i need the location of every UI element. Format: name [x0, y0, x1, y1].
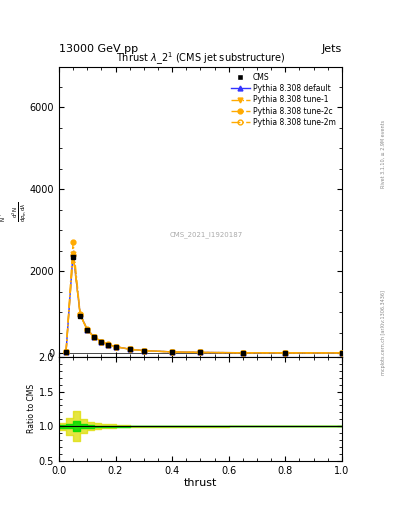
Pythia 8.308 default — [106, 342, 111, 348]
Pythia 8.308 tune-2m — [170, 349, 174, 355]
Pythia 8.308 tune-2m — [71, 252, 75, 258]
Pythia 8.308 default — [198, 349, 203, 355]
CMS — [99, 339, 104, 345]
Pythia 8.308 default — [241, 350, 245, 356]
Line: Pythia 8.308 tune-1: Pythia 8.308 tune-1 — [64, 251, 344, 355]
Pythia 8.308 tune-2c — [106, 342, 111, 348]
Text: Rivet 3.1.10, ≥ 2.9M events: Rivet 3.1.10, ≥ 2.9M events — [381, 119, 386, 188]
Text: 13000 GeV pp: 13000 GeV pp — [59, 44, 138, 54]
Y-axis label: Ratio to CMS: Ratio to CMS — [27, 385, 36, 434]
Pythia 8.308 default — [113, 344, 118, 350]
Text: Jets: Jets — [321, 44, 342, 54]
Pythia 8.308 tune-1 — [92, 334, 97, 340]
Pythia 8.308 default — [78, 311, 83, 317]
Pythia 8.308 tune-2c — [170, 349, 174, 355]
Text: mcplots.cern.ch [arXiv:1306.3436]: mcplots.cern.ch [arXiv:1306.3436] — [381, 290, 386, 375]
Pythia 8.308 tune-2c — [92, 334, 97, 340]
CMS — [127, 346, 132, 352]
Pythia 8.308 tune-2m — [127, 346, 132, 352]
Pythia 8.308 default — [283, 350, 288, 356]
Legend: CMS, Pythia 8.308 default, Pythia 8.308 tune-1, Pythia 8.308 tune-2c, Pythia 8.3: CMS, Pythia 8.308 default, Pythia 8.308 … — [228, 70, 338, 129]
Pythia 8.308 default — [99, 338, 104, 345]
CMS — [85, 327, 90, 333]
Pythia 8.308 tune-2m — [241, 350, 245, 356]
Pythia 8.308 tune-2m — [113, 344, 118, 350]
Pythia 8.308 tune-1 — [64, 349, 68, 355]
CMS — [78, 313, 83, 319]
Pythia 8.308 tune-2m — [85, 327, 90, 333]
Pythia 8.308 tune-2c — [85, 326, 90, 332]
CMS — [92, 334, 97, 340]
Y-axis label: $\frac{1}{\mathrm{N}}\,/\,\mathrm{d}\lambda$
$\frac{\mathrm{d}^{2}\mathrm{N}}{\m: $\frac{1}{\mathrm{N}}\,/\,\mathrm{d}\lam… — [0, 202, 28, 222]
Pythia 8.308 tune-2m — [78, 312, 83, 318]
Line: Pythia 8.308 tune-2m: Pythia 8.308 tune-2m — [64, 252, 344, 355]
CMS — [106, 342, 111, 348]
CMS — [113, 344, 118, 350]
Pythia 8.308 tune-2m — [340, 350, 344, 356]
Pythia 8.308 default — [71, 250, 75, 256]
Pythia 8.308 tune-2m — [99, 339, 104, 345]
Pythia 8.308 tune-2c — [127, 346, 132, 352]
Pythia 8.308 tune-2c — [64, 349, 68, 355]
Pythia 8.308 tune-1 — [340, 350, 344, 356]
Pythia 8.308 default — [85, 327, 90, 333]
Line: CMS: CMS — [64, 254, 344, 355]
Pythia 8.308 tune-2c — [71, 240, 75, 246]
Pythia 8.308 default — [92, 334, 97, 340]
Pythia 8.308 tune-2c — [241, 350, 245, 356]
Pythia 8.308 tune-2c — [141, 348, 146, 354]
Line: Pythia 8.308 default: Pythia 8.308 default — [64, 250, 344, 355]
Pythia 8.308 tune-1 — [198, 349, 203, 355]
Text: CMS_2021_I1920187: CMS_2021_I1920187 — [169, 231, 243, 239]
Pythia 8.308 tune-1 — [106, 342, 111, 348]
Pythia 8.308 tune-1 — [241, 350, 245, 356]
X-axis label: thrust: thrust — [184, 478, 217, 488]
CMS — [71, 254, 75, 260]
Pythia 8.308 tune-2c — [113, 344, 118, 350]
Pythia 8.308 tune-1 — [99, 339, 104, 345]
CMS — [64, 349, 68, 355]
Pythia 8.308 default — [141, 348, 146, 354]
Pythia 8.308 tune-1 — [141, 348, 146, 354]
CMS — [170, 349, 174, 355]
Pythia 8.308 tune-1 — [127, 346, 132, 352]
CMS — [198, 349, 203, 355]
Pythia 8.308 tune-2c — [283, 350, 288, 356]
Pythia 8.308 tune-2c — [198, 349, 203, 355]
Pythia 8.308 tune-2c — [99, 338, 104, 345]
Pythia 8.308 tune-2m — [141, 348, 146, 354]
Pythia 8.308 tune-2m — [92, 334, 97, 340]
Pythia 8.308 tune-2c — [78, 311, 83, 317]
Pythia 8.308 tune-1 — [113, 344, 118, 350]
Pythia 8.308 default — [340, 350, 344, 356]
Pythia 8.308 default — [64, 349, 68, 355]
CMS — [340, 350, 344, 356]
Pythia 8.308 default — [170, 349, 174, 355]
Pythia 8.308 tune-1 — [71, 251, 75, 257]
Pythia 8.308 tune-1 — [78, 311, 83, 317]
Pythia 8.308 tune-1 — [85, 327, 90, 333]
CMS — [283, 350, 288, 356]
Pythia 8.308 tune-2m — [198, 349, 203, 355]
Pythia 8.308 default — [127, 346, 132, 352]
Pythia 8.308 tune-1 — [170, 349, 174, 355]
Pythia 8.308 tune-1 — [283, 350, 288, 356]
CMS — [141, 348, 146, 354]
CMS — [241, 350, 245, 356]
Pythia 8.308 tune-2c — [340, 350, 344, 356]
Pythia 8.308 tune-2m — [64, 349, 68, 355]
Line: Pythia 8.308 tune-2c: Pythia 8.308 tune-2c — [64, 240, 344, 355]
Pythia 8.308 tune-2m — [283, 350, 288, 356]
Pythia 8.308 tune-2m — [106, 342, 111, 348]
Title: Thrust $\lambda\_2^1$ (CMS jet substructure): Thrust $\lambda\_2^1$ (CMS jet substruct… — [116, 50, 285, 67]
